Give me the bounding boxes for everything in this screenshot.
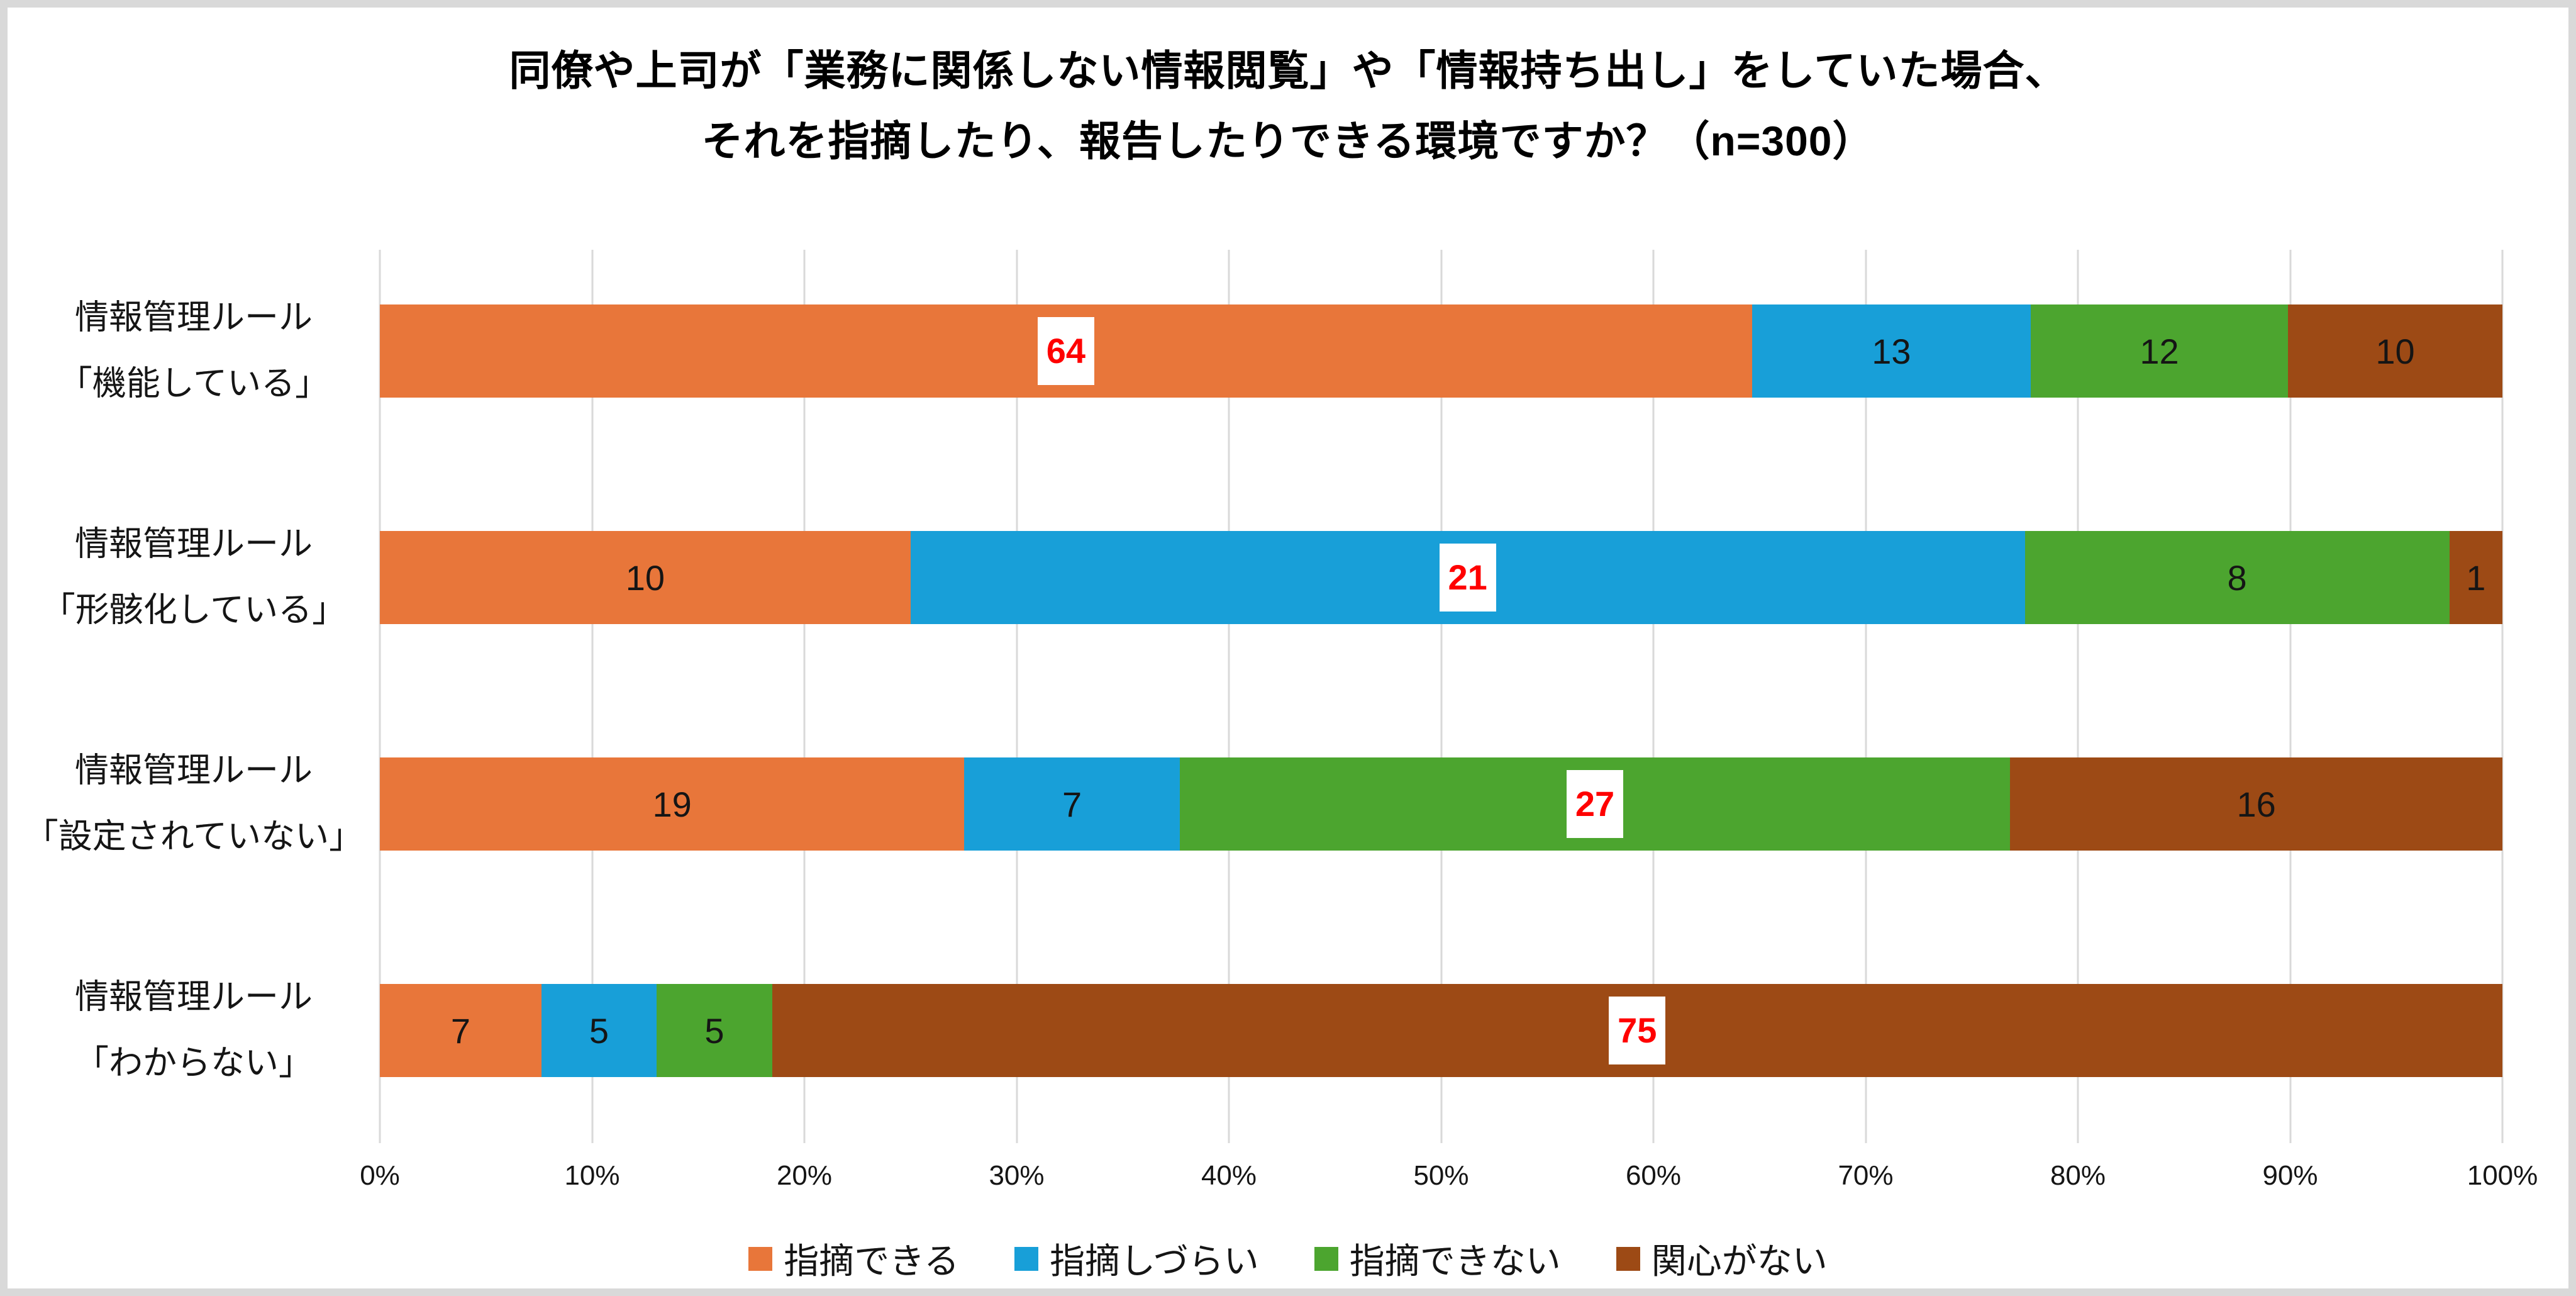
gridline bbox=[591, 250, 593, 1143]
x-tick-label: 30% bbox=[989, 1160, 1045, 1191]
legend-item: 指摘しづらい bbox=[1014, 1233, 1259, 1284]
x-tick-label: 90% bbox=[2262, 1160, 2318, 1191]
legend-swatch bbox=[1314, 1246, 1338, 1271]
bar-segment-label: 7 bbox=[1062, 784, 1082, 824]
category-label: 情報管理ルール 「わからない」 bbox=[75, 978, 313, 1082]
gridline bbox=[2077, 250, 2079, 1143]
gridline bbox=[1228, 250, 1230, 1143]
legend-label: 指摘しづらい bbox=[1050, 1241, 1259, 1281]
bar-segment: 5 bbox=[541, 984, 657, 1077]
legend-label: 指摘できる bbox=[784, 1241, 960, 1281]
chart-title-line-2: それを指摘したり、報告したりできる環境ですか？（n=300） bbox=[701, 118, 1875, 165]
legend-item: 関心がない bbox=[1616, 1233, 1828, 1284]
chart-title-line-1: 同僚や上司が「業務に関係しない情報閲覧」や「情報持ち出し」をしていた場合、 bbox=[509, 47, 2067, 94]
bar-segment: 1 bbox=[2449, 531, 2502, 624]
bar-segment: 5 bbox=[657, 984, 772, 1077]
bar-segment-label: 16 bbox=[2236, 784, 2276, 824]
bar-segment-label: 19 bbox=[652, 784, 692, 824]
gridline bbox=[1652, 250, 1655, 1143]
bar-segment: 16 bbox=[2010, 757, 2502, 851]
category-label: 情報管理ルール 「設定されていない」 bbox=[24, 751, 364, 856]
legend-swatch bbox=[1014, 1246, 1039, 1271]
bar-segment-label: 10 bbox=[2375, 331, 2415, 371]
gridline bbox=[1440, 250, 1442, 1143]
bar-segment: 7 bbox=[380, 984, 541, 1077]
gridline bbox=[2501, 250, 2504, 1143]
bar-segment-label: 5 bbox=[589, 1010, 609, 1051]
x-tick-label: 80% bbox=[2050, 1160, 2106, 1191]
bar-segment: 8 bbox=[2024, 531, 2450, 624]
bar-segment: 7 bbox=[964, 757, 1180, 851]
bar-segment: 13 bbox=[1752, 304, 2031, 398]
x-tick-label: 0% bbox=[360, 1160, 400, 1191]
bar-segment: 10 bbox=[380, 531, 911, 624]
category-label: 情報管理ルール 「機能している」 bbox=[58, 298, 330, 403]
chart-title: 同僚や上司が「業務に関係しない情報閲覧」や「情報持ち出し」をしていた場合、 それ… bbox=[8, 35, 2568, 176]
bar-row: 19 7 27 16 bbox=[380, 757, 2502, 851]
bar-segment-label: 1 bbox=[2466, 557, 2486, 598]
bar-segment: 75 bbox=[772, 984, 2502, 1077]
highlighted-value-label: 75 bbox=[1609, 997, 1666, 1064]
bar-segment-label: 12 bbox=[2140, 331, 2179, 371]
legend-label: 指摘できない bbox=[1349, 1241, 1561, 1281]
bar-segment: 27 bbox=[1179, 757, 2011, 851]
legend-item: 指摘できる bbox=[748, 1233, 959, 1284]
bar-row: 64 13 12 10 bbox=[380, 304, 2502, 398]
legend-swatch bbox=[1616, 1246, 1640, 1271]
plot-area: 64 13 12 10 10 21 8 1 19 7 27 16 7 5 5 75 bbox=[379, 250, 2504, 1143]
x-tick-label: 100% bbox=[2467, 1160, 2538, 1191]
bar-segment: 19 bbox=[380, 757, 965, 851]
gridline bbox=[803, 250, 806, 1143]
gridline bbox=[379, 250, 381, 1143]
bar-segment-label: 10 bbox=[625, 557, 665, 598]
highlighted-value-label: 21 bbox=[1439, 544, 1496, 612]
x-tick-label: 10% bbox=[564, 1160, 620, 1191]
bar-row: 10 21 8 1 bbox=[380, 531, 2502, 624]
bar-segment-label: 8 bbox=[2227, 557, 2247, 598]
x-tick-label: 20% bbox=[776, 1160, 833, 1191]
x-tick-label: 70% bbox=[1838, 1160, 1894, 1191]
category-label: 情報管理ルール 「形骸化している」 bbox=[41, 525, 347, 629]
x-tick-label: 60% bbox=[1625, 1160, 1682, 1191]
bar-segment-label: 13 bbox=[1872, 331, 1911, 371]
gridline bbox=[1865, 250, 1867, 1143]
bar-segment: 12 bbox=[2030, 304, 2289, 398]
chart-legend: 指摘できる 指摘しづらい 指摘できない 関心がない bbox=[8, 1233, 2568, 1284]
bar-segment: 10 bbox=[2288, 304, 2502, 398]
x-tick-label: 40% bbox=[1201, 1160, 1257, 1191]
legend-label: 関心がない bbox=[1651, 1241, 1828, 1281]
gridline bbox=[2289, 250, 2291, 1143]
gridline bbox=[1016, 250, 1018, 1143]
bar-segment-label: 5 bbox=[704, 1010, 724, 1051]
bar-segment: 64 bbox=[380, 304, 1752, 398]
highlighted-value-label: 27 bbox=[1566, 770, 1624, 838]
legend-item: 指摘できない bbox=[1314, 1233, 1561, 1284]
bar-segment-label: 7 bbox=[450, 1010, 470, 1051]
bar-segment: 21 bbox=[910, 531, 2025, 624]
highlighted-value-label: 64 bbox=[1037, 317, 1095, 385]
legend-swatch bbox=[748, 1246, 773, 1271]
bar-row: 7 5 5 75 bbox=[380, 984, 2502, 1077]
x-tick-label: 50% bbox=[1413, 1160, 1469, 1191]
